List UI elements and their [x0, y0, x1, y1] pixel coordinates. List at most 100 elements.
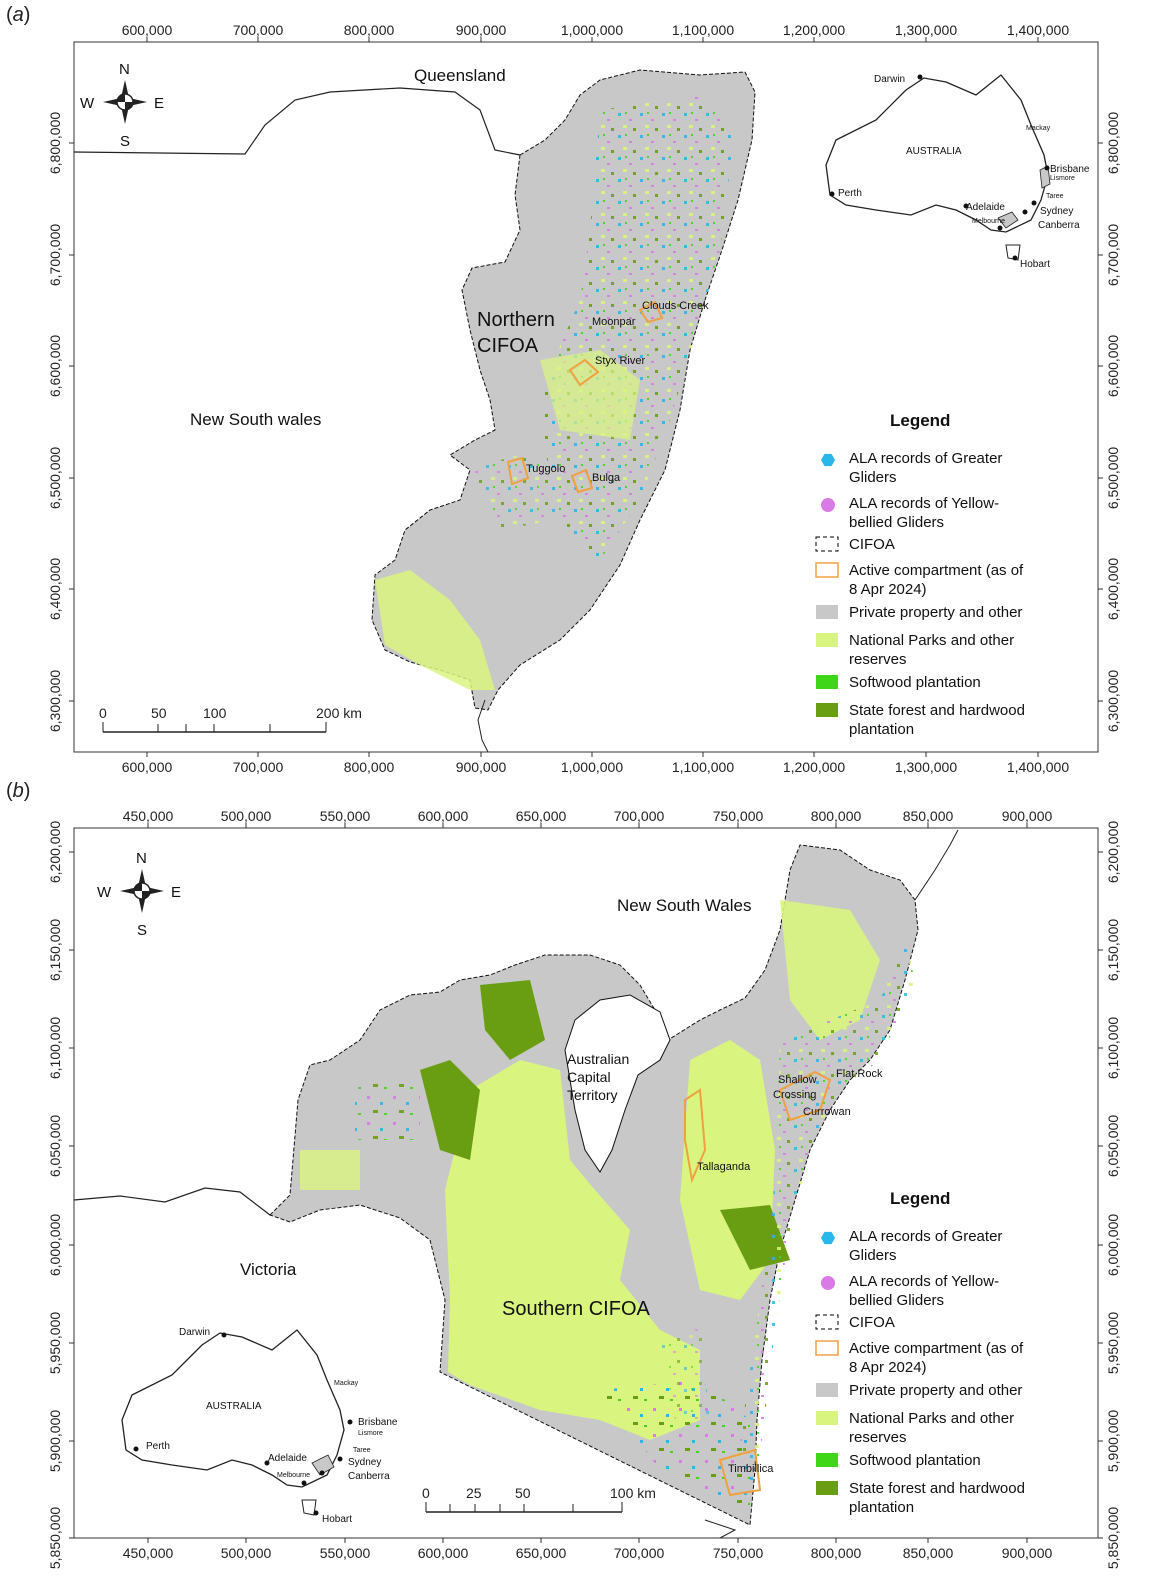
compass-a-n: N — [119, 61, 130, 78]
panel-b: 450,000 500,000 550,000 600,000 650,000 700,0… — [47, 808, 1121, 1569]
right-axis-tick-label: 5,950,000 — [1105, 1312, 1121, 1374]
label-victoria: Victoria — [240, 1260, 297, 1279]
top-axis-tick-label: 600,000 — [418, 808, 469, 824]
place-currowan: Currowan — [803, 1106, 851, 1118]
panel-a-axes: 600,000 700,000 800,000 900,000 1,000,000 1,1… — [47, 22, 1121, 775]
top-axis-tick-label: 450,000 — [123, 808, 174, 824]
top-axis-tick-label: 1,000,000 — [561, 22, 623, 38]
active-timbillica — [718, 1448, 762, 1497]
legend-item-label: ALA records of Yellow- — [849, 495, 999, 512]
top-axis-tick-label: 900,000 — [1002, 808, 1053, 824]
place-styx-river: Styx River — [595, 355, 645, 367]
inset-b-perth: Perth — [146, 1441, 170, 1452]
scale-a-100: 100 — [203, 705, 227, 721]
bottom-axis-tick-label: 450,000 — [123, 1545, 174, 1561]
top-axis-tick-label: 1,100,000 — [672, 22, 734, 38]
scale-b-0: 0 — [422, 1485, 430, 1501]
inset-a-brisbane: Brisbane — [1050, 164, 1090, 175]
label-act-3: Territory — [567, 1087, 618, 1103]
compass-a: N S E W — [80, 61, 164, 150]
place-tallaganda: Tallaganda — [697, 1161, 751, 1173]
right-axis-tick-label: 6,150,000 — [1105, 919, 1121, 981]
legend-item-label: ALA records of Yellow- — [849, 1273, 999, 1290]
bottom-axis-tick-label: 700,000 — [233, 759, 284, 775]
legend-swatch-fill-box — [816, 1453, 838, 1467]
southern-reserves-west — [445, 1060, 700, 1440]
panel-a-label: (a) — [6, 4, 31, 26]
inset-b-taree: Taree — [353, 1447, 371, 1454]
compass-a-w: W — [80, 95, 95, 112]
softwood-patch-west — [355, 1080, 420, 1140]
top-axis-tick-label: 800,000 — [811, 808, 862, 824]
legend-swatch-outline-box — [815, 562, 839, 578]
act-area — [564, 994, 671, 1173]
top-axis-tick-label: 800,000 — [344, 22, 395, 38]
label-northern: Northern — [477, 309, 555, 331]
top-axis-tick-label: 600,000 — [122, 22, 173, 38]
top-axis-tick-label: 1,300,000 — [895, 22, 957, 38]
hardwood-patch-2 — [480, 980, 545, 1060]
inset-a-perth: Perth — [838, 188, 862, 199]
right-axis-tick-label: 6,000,000 — [1105, 1214, 1121, 1276]
bottom-axis-tick-label: 750,000 — [713, 1545, 764, 1561]
inset-b-brisbane: Brisbane — [358, 1417, 398, 1428]
top-axis-tick-label: 900,000 — [456, 22, 507, 38]
inset-b-melbourne: Melbourne — [277, 1472, 310, 1479]
legend-item-label: Private property and other — [849, 604, 1022, 621]
northern-reserves-mid — [540, 350, 640, 440]
top-axis-tick-label: 550,000 — [320, 808, 371, 824]
left-axis-tick-label: 6,000,000 — [47, 1214, 63, 1276]
legend-item-label: CIFOA — [849, 536, 895, 553]
legend-swatch-fill-box — [816, 1383, 838, 1397]
bottom-axis-tick-label: 1,000,000 — [561, 759, 623, 775]
inset-australia-b: Darwin Mackay Brisbane Lismore Taree Per… — [121, 1327, 398, 1525]
active-bulga — [570, 468, 594, 494]
inset-a-title: AUSTRALIA — [906, 146, 962, 157]
left-axis-tick-label: 6,600,000 — [47, 335, 63, 397]
compass-b-s: S — [137, 922, 147, 939]
legend-item-label: National Parks and other — [849, 632, 1014, 649]
coast-south-a — [477, 699, 489, 753]
legend-item-label: State forest and hardwood — [849, 702, 1025, 719]
inset-a-canberra: Canberra — [1038, 220, 1080, 231]
bottom-axis-tick-label: 1,300,000 — [895, 759, 957, 775]
left-axis-tick-label: 6,200,000 — [47, 821, 63, 883]
inset-australia-a: Darwin Mackay Brisbane Lismore Taree Per… — [825, 74, 1090, 270]
bottom-axis-tick-label: 800,000 — [344, 759, 395, 775]
label-act-1: Australian — [567, 1051, 629, 1067]
left-axis-tick-label: 6,300,000 — [47, 670, 63, 732]
top-axis-tick-label: 1,400,000 — [1007, 22, 1069, 38]
label-new-south-wales-b: New South Wales — [617, 896, 751, 915]
right-axis-tick-label: 6,050,000 — [1105, 1115, 1121, 1177]
left-axis-tick-label: 5,900,000 — [47, 1410, 63, 1472]
scale-b-50: 50 — [515, 1485, 531, 1501]
legend-swatch-fill-box — [816, 703, 838, 717]
compass-b-n: N — [136, 850, 147, 867]
right-axis-tick-label: 6,400,000 — [1105, 558, 1121, 620]
legend-a: Legend ALA records of Greater Gliders ALA r… — [815, 411, 1025, 738]
right-axis-tick-label: 6,700,000 — [1105, 224, 1121, 286]
active-tallaganda — [684, 1088, 707, 1184]
northern-reserves-south — [375, 570, 495, 690]
tuggolo-area — [470, 455, 560, 530]
northern-habitat-records — [545, 95, 735, 560]
coast-north-b — [914, 829, 959, 901]
inset-a-sydney: Sydney — [1040, 206, 1073, 217]
legend-item-label: Gliders — [849, 1247, 897, 1264]
legend-item-label: bellied Gliders — [849, 1292, 944, 1309]
compass-a-s: S — [120, 133, 130, 150]
legend-swatch-hexagon — [821, 1231, 835, 1245]
hardwood-patch-1 — [420, 1060, 480, 1160]
bottom-axis-tick-label: 800,000 — [811, 1545, 862, 1561]
legend-swatch-hexagon — [821, 453, 835, 467]
right-axis-tick-label: 6,600,000 — [1105, 335, 1121, 397]
bottom-axis-tick-label: 1,200,000 — [783, 759, 845, 775]
left-axis-tick-label: 6,050,000 — [47, 1115, 63, 1177]
scale-bar-a: 0 50 100 200 km — [99, 705, 362, 733]
hardwood-patch-south — [600, 1380, 750, 1510]
compass-b-e: E — [171, 884, 181, 901]
place-bulga: Bulga — [592, 472, 621, 484]
legend-item-label: Active compartment (as of — [849, 562, 1024, 579]
bottom-axis-tick-label: 650,000 — [516, 1545, 567, 1561]
